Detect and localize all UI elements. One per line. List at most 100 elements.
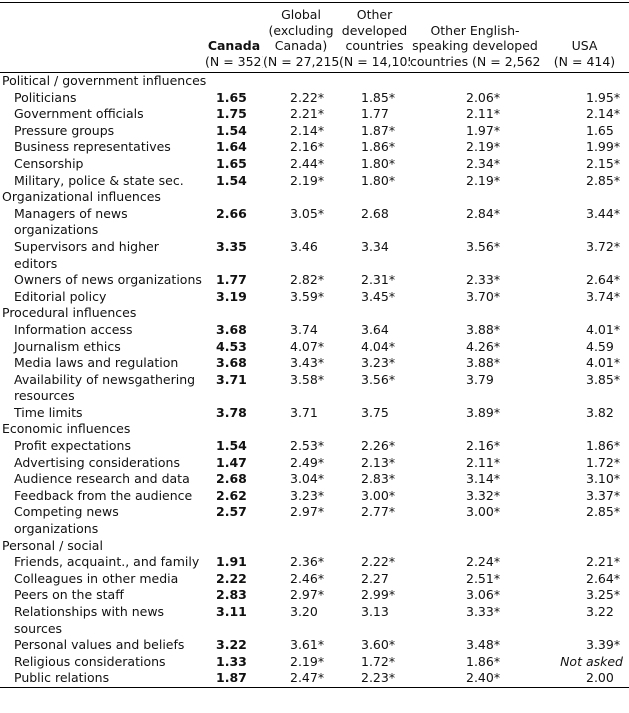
- row-label: Business representatives: [0, 139, 205, 156]
- value: 3.19: [216, 288, 247, 304]
- value: 3.89*: [466, 404, 501, 420]
- value: 1.75: [216, 106, 247, 122]
- data-row: Colleagues in other media 2.22 2.46* 2.27 2.…: [0, 571, 629, 588]
- value-cell: 2.19*: [263, 173, 339, 190]
- label-line: Editorial policy: [14, 288, 107, 304]
- value-cell: 2.21*: [263, 106, 339, 123]
- data-row: Audience research and data 2.68 3.04* 2.83*…: [0, 471, 629, 488]
- value: 2.22: [216, 570, 247, 586]
- value-cell: 2.83*: [339, 471, 410, 488]
- value: 1.72*: [361, 653, 396, 669]
- value-cell: 2.16*: [410, 438, 540, 455]
- value-cell: 2.24*: [410, 554, 540, 571]
- value: 2.19*: [466, 139, 501, 155]
- value-cell: 1.97*: [410, 123, 540, 140]
- value: 2.97*: [290, 504, 325, 520]
- label-line: Peers on the staff: [14, 587, 124, 603]
- value: 1.85*: [361, 89, 396, 105]
- row-label: Information access: [0, 322, 205, 339]
- value: 1.54: [216, 122, 247, 138]
- value-cell: 2.49*: [263, 455, 339, 472]
- value: 3.39*: [586, 637, 621, 653]
- label-line: Personal values and beliefs: [14, 637, 185, 653]
- label-line: Politicians: [14, 89, 77, 105]
- value-cell: 2.06*: [410, 90, 540, 107]
- data-row: Supervisors and higher editors 3.35 3.46 3.3…: [0, 239, 629, 272]
- value-cell: 3.23*: [263, 488, 339, 505]
- value: 1.80*: [361, 172, 396, 188]
- value-cell: 3.58*: [263, 372, 339, 405]
- value: 3.60*: [361, 637, 396, 653]
- value-cell: 3.22: [205, 637, 263, 654]
- value: 2.47*: [290, 670, 325, 686]
- label-line: Colleagues in other media: [14, 570, 179, 586]
- data-row: Pressure groups 1.54 2.14* 1.87* 1.97* 1.65: [0, 123, 629, 140]
- value-cell: 2.19*: [410, 139, 540, 156]
- value-cell: 2.19*: [410, 173, 540, 190]
- value-cell: 3.79: [410, 372, 540, 405]
- value-cell: 3.75: [339, 405, 410, 422]
- value-cell: 3.11: [205, 604, 263, 637]
- label-line: Information access: [14, 321, 133, 337]
- header-line: developed: [341, 22, 408, 38]
- label-line: Competing news: [14, 504, 119, 520]
- data-row: Politicians 1.65 2.22* 1.85* 2.06* 1.95*: [0, 90, 629, 107]
- value-cell: 2.11*: [410, 455, 540, 472]
- value: 1.47: [216, 454, 247, 470]
- value: 2.66: [216, 205, 247, 221]
- value-cell: 3.32*: [410, 488, 540, 505]
- label-line: resources: [14, 388, 75, 404]
- value: 2.64*: [586, 570, 621, 586]
- value-cell: 1.72*: [540, 455, 629, 472]
- data-row: Owners of news organizations 1.77 2.82* 2.3…: [0, 272, 629, 289]
- value: 1.97*: [466, 122, 501, 138]
- value-cell: 1.64: [205, 139, 263, 156]
- value: 1.80*: [361, 155, 396, 171]
- value: 2.85*: [586, 172, 621, 188]
- value-cell: 1.86*: [410, 654, 540, 671]
- value: 2.16*: [466, 438, 501, 454]
- value: 3.23*: [290, 487, 325, 503]
- value-cell: 3.56*: [410, 239, 540, 272]
- value: 3.22: [216, 637, 247, 653]
- section-row: Procedural influences: [0, 305, 629, 322]
- header-line: (N = 352): [205, 53, 263, 69]
- value-cell: 2.47*: [263, 670, 339, 687]
- header-line: (excluding: [268, 22, 334, 38]
- value: 3.88*: [466, 321, 501, 337]
- value-cell: 4.26*: [410, 339, 540, 356]
- label-line: Military, police & state sec.: [14, 172, 184, 188]
- value: 2.33*: [466, 272, 501, 288]
- value-cell: 3.44*: [540, 206, 629, 239]
- value: 2.51*: [466, 570, 501, 586]
- header-line: USA: [571, 38, 598, 53]
- data-row: Censorship 1.65 2.44* 1.80* 2.34* 2.15*: [0, 156, 629, 173]
- value: 3.00*: [361, 487, 396, 503]
- value: 3.06*: [466, 587, 501, 603]
- label-line: Audience research and data: [14, 471, 190, 487]
- data-row: Editorial policy 3.19 3.59* 3.45* 3.70* 3.74*: [0, 289, 629, 306]
- label-line: Business representatives: [14, 139, 171, 155]
- value-cell: 1.87: [205, 670, 263, 687]
- value-cell: 3.34: [339, 239, 410, 272]
- value: 2.97*: [290, 587, 325, 603]
- label-line: Managers of news: [14, 205, 128, 221]
- row-label: Feedback from the audience: [0, 488, 205, 505]
- value-cell: 4.01*: [540, 322, 629, 339]
- column-header: Global (excluding Canada) (N = 27,215): [263, 3, 339, 73]
- value: 1.72*: [586, 454, 621, 470]
- value-cell: 2.82*: [263, 272, 339, 289]
- value: 3.34: [361, 238, 389, 254]
- row-label: Supervisors and higher editors: [0, 239, 205, 272]
- value-cell: 3.68: [205, 355, 263, 372]
- value: 2.22*: [290, 89, 325, 105]
- value-cell: 3.25*: [540, 587, 629, 604]
- value: 3.79: [466, 371, 494, 387]
- value: 3.88*: [466, 355, 501, 371]
- header-line: countries (N = 2,562): [410, 53, 540, 69]
- row-label: Competing news organizations: [0, 504, 205, 537]
- value-cell: 2.99*: [339, 587, 410, 604]
- row-label: Personal values and beliefs: [0, 637, 205, 654]
- value: 1.77: [216, 272, 247, 288]
- value: 2.14*: [586, 106, 621, 122]
